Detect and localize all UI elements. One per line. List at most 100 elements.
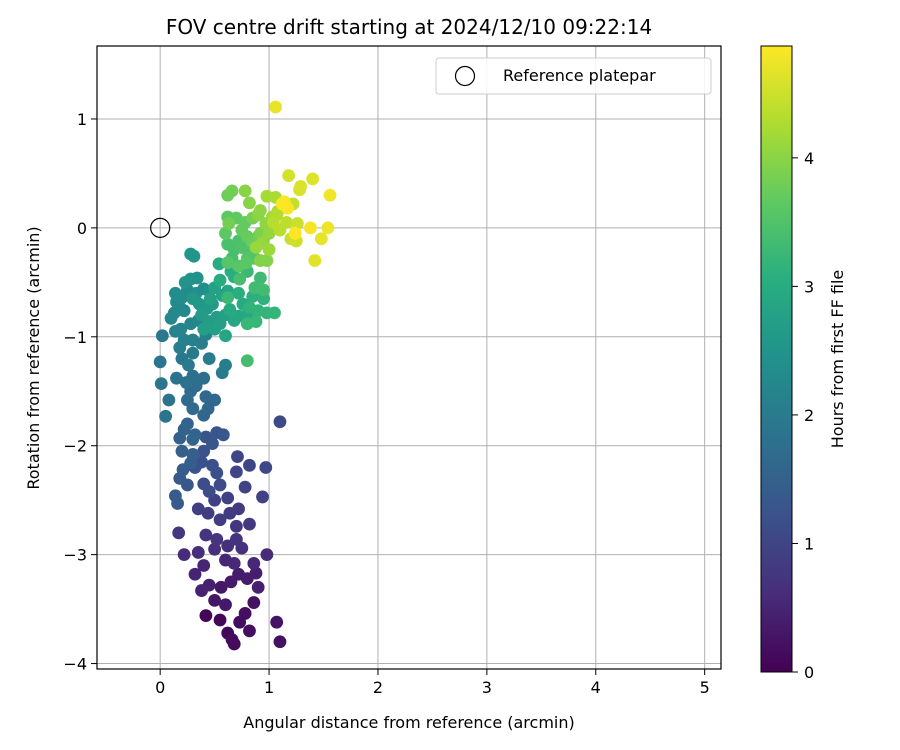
data-point xyxy=(197,477,211,491)
chart-title: FOV centre drift starting at 2024/12/10 … xyxy=(166,15,652,39)
data-point xyxy=(179,376,193,389)
data-point xyxy=(262,226,276,240)
data-point xyxy=(153,355,167,369)
data-point xyxy=(294,180,308,193)
x-tick-label: 4 xyxy=(591,678,601,697)
data-point xyxy=(159,409,173,423)
data-point xyxy=(306,172,320,186)
data-point xyxy=(273,415,287,429)
reference-platepar-marker xyxy=(150,217,171,238)
colorbar-tick-label: 1 xyxy=(804,534,814,553)
data-point xyxy=(257,283,271,297)
y-tick-label: 0 xyxy=(77,219,87,238)
data-point xyxy=(154,377,168,391)
data-point xyxy=(208,542,222,556)
data-point xyxy=(323,188,337,202)
y-tick-label: 1 xyxy=(77,110,87,129)
data-point xyxy=(186,333,200,347)
data-point xyxy=(268,306,281,320)
data-point xyxy=(175,444,189,458)
data-point xyxy=(269,100,282,114)
data-point xyxy=(221,256,235,270)
data-point xyxy=(256,490,269,504)
data-point xyxy=(162,393,176,407)
y-axis-label: Rotation from reference (arcmin) xyxy=(24,226,43,489)
data-point xyxy=(201,506,215,520)
data-point xyxy=(186,448,200,461)
data-point xyxy=(249,241,263,254)
data-points xyxy=(153,100,337,651)
legend: Reference platepar xyxy=(435,57,712,95)
y-tick-label: −1 xyxy=(63,328,87,347)
colorbar-ticks: 0 1 2 3 4 xyxy=(792,149,814,682)
data-point xyxy=(314,232,328,246)
data-point xyxy=(223,506,237,520)
data-point xyxy=(197,444,211,458)
data-point xyxy=(169,286,182,300)
x-tick-label: 2 xyxy=(373,678,383,697)
data-point xyxy=(216,428,230,442)
legend-box xyxy=(435,57,712,95)
colorbar-tick-label: 4 xyxy=(804,149,814,168)
data-point xyxy=(243,196,256,210)
data-point xyxy=(229,519,243,533)
data-point xyxy=(288,226,302,240)
data-point xyxy=(238,607,252,620)
data-point xyxy=(188,428,202,442)
legend-reference-marker xyxy=(454,65,476,87)
plot-frame xyxy=(96,45,722,670)
x-axis-ticks: 0 1 2 3 4 5 xyxy=(155,669,710,697)
data-point xyxy=(201,402,215,416)
data-point xyxy=(174,322,188,336)
data-point xyxy=(213,613,227,627)
colorbar-tick-label: 3 xyxy=(804,277,814,296)
data-point xyxy=(240,317,254,331)
data-point xyxy=(240,354,254,368)
data-point xyxy=(227,556,241,570)
legend-entry-reference: Reference platepar xyxy=(503,66,656,85)
data-point xyxy=(321,221,335,235)
data-point xyxy=(233,272,247,286)
x-tick-label: 5 xyxy=(700,678,710,697)
data-point xyxy=(190,271,204,285)
data-point xyxy=(172,526,186,540)
data-point xyxy=(223,303,237,316)
data-point xyxy=(222,217,236,230)
data-point xyxy=(177,548,191,562)
data-point xyxy=(282,169,296,183)
data-point xyxy=(191,546,205,559)
data-point xyxy=(260,254,274,267)
data-point xyxy=(171,497,184,510)
data-point xyxy=(219,598,232,612)
data-point xyxy=(275,197,289,211)
data-point xyxy=(280,216,293,229)
colorbar-gradient xyxy=(760,45,793,673)
data-point xyxy=(188,567,202,581)
data-point xyxy=(186,346,200,360)
colorbar: 0 1 2 3 4 Hours from first FF file xyxy=(760,45,847,682)
data-point xyxy=(308,254,322,267)
data-point xyxy=(213,273,227,287)
data-point xyxy=(225,633,239,646)
data-point xyxy=(221,291,235,304)
colorbar-tick-label: 2 xyxy=(804,406,814,425)
y-tick-label: −3 xyxy=(63,546,87,565)
colorbar-label: Hours from first FF file xyxy=(828,270,847,449)
data-point xyxy=(243,624,256,638)
data-point xyxy=(213,513,227,527)
data-point xyxy=(199,390,213,404)
data-point xyxy=(225,184,239,198)
data-point xyxy=(304,221,317,235)
data-point xyxy=(199,528,213,542)
data-point xyxy=(243,458,256,472)
data-point xyxy=(232,286,245,300)
data-point xyxy=(243,517,256,531)
data-point xyxy=(247,596,261,609)
data-point xyxy=(229,465,243,479)
grid-lines xyxy=(97,46,721,669)
data-point xyxy=(247,556,261,570)
data-point xyxy=(251,580,265,594)
data-point xyxy=(195,584,208,597)
y-axis-ticks: −4 −3 −2 −1 0 1 xyxy=(63,110,97,674)
